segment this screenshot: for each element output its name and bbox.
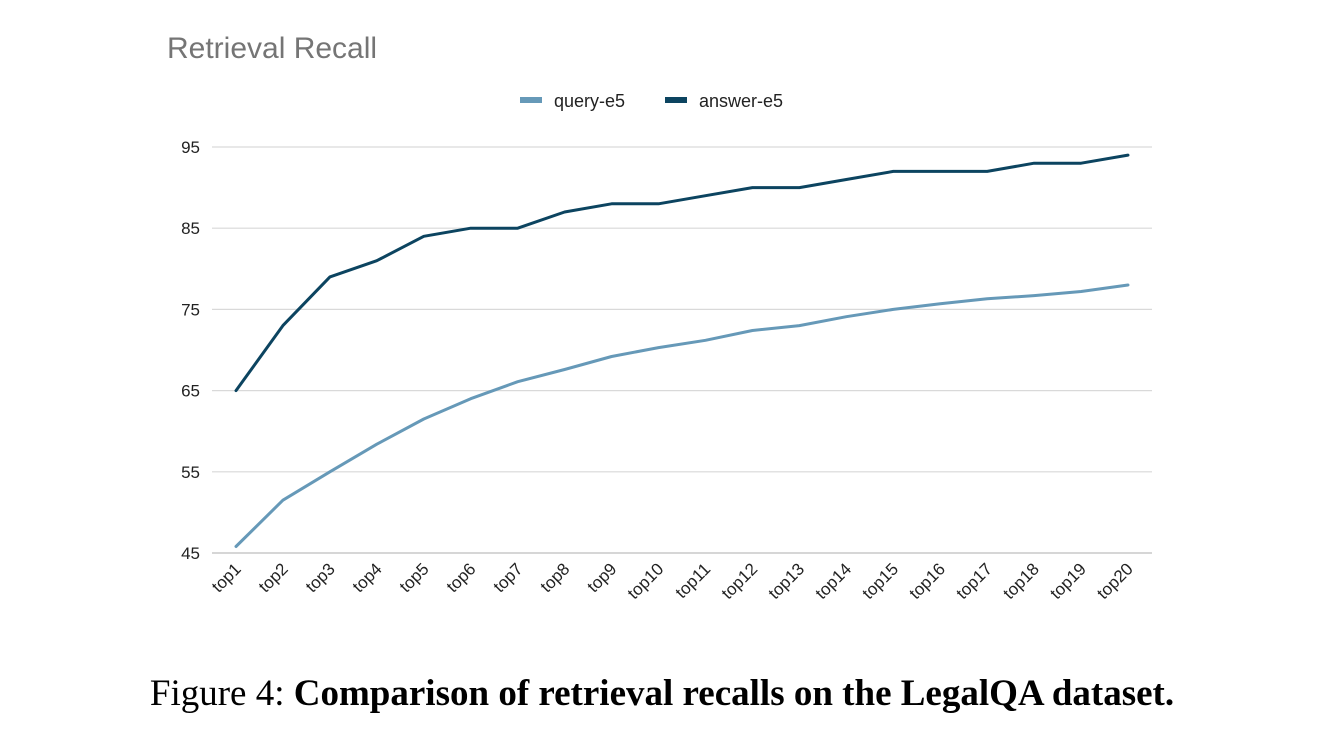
x-tick-label: top20 xyxy=(1093,559,1137,603)
x-tick-label: top15 xyxy=(859,559,903,603)
y-tick-label: 75 xyxy=(181,300,200,319)
x-tick-label: top4 xyxy=(349,559,386,596)
x-tick-label: top5 xyxy=(396,559,433,596)
x-tick-label: top1 xyxy=(208,559,245,596)
caption-text: Comparison of retrieval recalls on the L… xyxy=(293,673,1175,714)
x-tick-label: top12 xyxy=(718,559,762,603)
legend: query-e5 answer-e5 xyxy=(520,91,783,111)
x-axis: top1 top2 top3 top4 top5 top6 top7 top8 top9 top1… xyxy=(208,559,1137,603)
figure-caption: Figure 4: Comparison of retrieval recall… xyxy=(0,672,1324,715)
x-tick-label: top18 xyxy=(999,559,1043,603)
x-tick-label: top17 xyxy=(952,559,996,603)
y-axis: 45 55 65 75 85 95 xyxy=(181,138,200,563)
y-tick-label: 95 xyxy=(181,138,200,157)
caption-label: Figure 4: xyxy=(149,673,285,714)
x-tick-label: top9 xyxy=(584,559,621,596)
chart-title: Retrieval Recall xyxy=(167,32,377,65)
line-chart: Retrieval Recall query-e5 answer-e5 45 55 6… xyxy=(167,32,1152,603)
y-tick-label: 65 xyxy=(181,382,200,401)
legend-label: query-e5 xyxy=(554,91,625,111)
y-tick-label: 85 xyxy=(181,219,200,238)
x-tick-label: top16 xyxy=(906,559,950,603)
legend-swatch xyxy=(665,97,687,103)
y-tick-label: 55 xyxy=(181,463,200,482)
y-tick-label: 45 xyxy=(181,544,200,563)
x-tick-label: top8 xyxy=(537,559,574,596)
gridlines xyxy=(212,146,1152,554)
x-tick-label: top19 xyxy=(1046,559,1090,603)
x-tick-label: top10 xyxy=(624,559,668,603)
series-line-query-e5 xyxy=(234,283,1130,548)
x-tick-label: top6 xyxy=(443,559,480,596)
legend-label: answer-e5 xyxy=(699,91,783,111)
x-tick-label: top3 xyxy=(302,559,339,596)
x-tick-label: top7 xyxy=(490,559,527,596)
series-lines xyxy=(234,153,1130,548)
series-line-answer-e5 xyxy=(234,153,1130,393)
x-tick-label: top14 xyxy=(812,559,856,603)
legend-swatch xyxy=(520,97,542,103)
x-tick-label: top13 xyxy=(765,559,809,603)
x-tick-label: top2 xyxy=(255,559,292,596)
x-tick-label: top11 xyxy=(672,559,715,602)
